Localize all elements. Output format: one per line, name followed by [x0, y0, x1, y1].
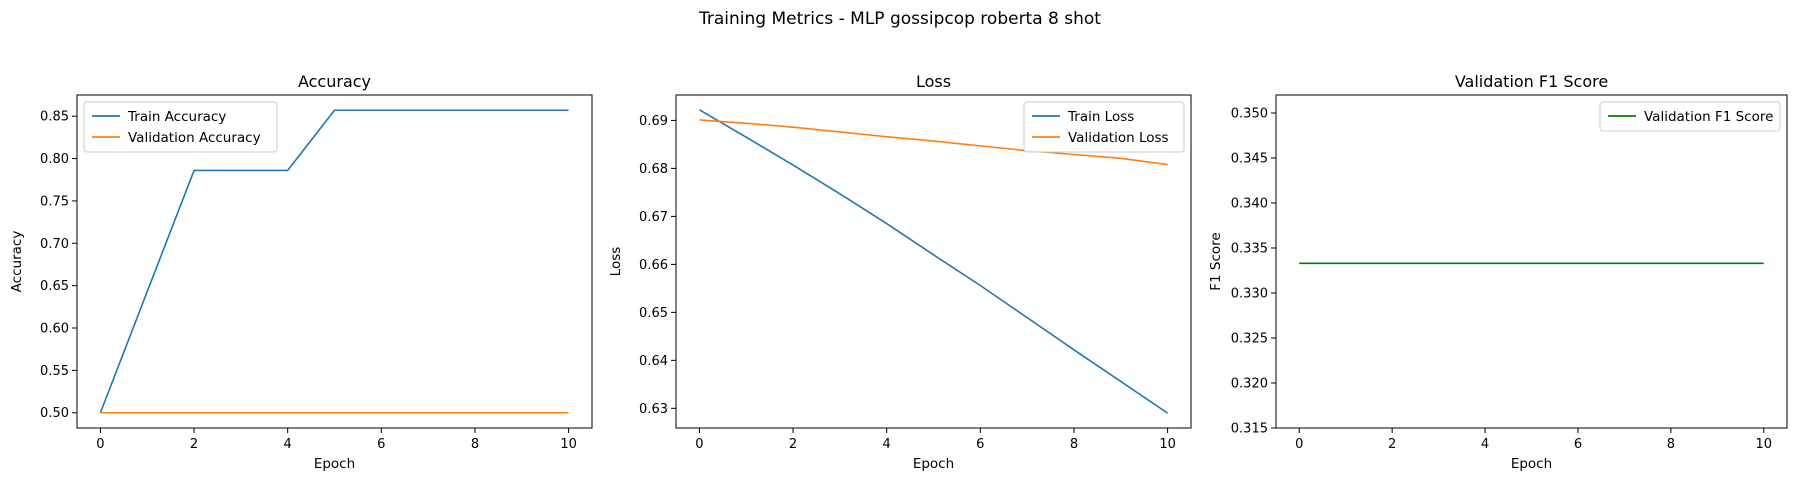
- y-tick-label: 0.69: [639, 114, 668, 129]
- series-line-1: [99, 109, 569, 414]
- series-line-1: [699, 109, 1169, 414]
- x-tick-label: 4: [1481, 437, 1489, 452]
- x-tick-label: 2: [190, 437, 198, 452]
- x-tick-label: 2: [1388, 437, 1396, 452]
- x-tick-label: 8: [1667, 437, 1675, 452]
- y-tick-label: 0.60: [40, 322, 69, 337]
- y-tick-label: 0.335: [1231, 242, 1268, 257]
- legend-label: Validation F1 Score: [1644, 109, 1773, 125]
- y-tick-label: 0.65: [40, 279, 69, 294]
- legend-box: [1599, 101, 1781, 132]
- x-tick-label: 10: [1159, 437, 1176, 452]
- x-tick-label: 10: [560, 437, 577, 452]
- figure-title: Training Metrics - MLP gossipcop roberta…: [698, 9, 1101, 29]
- chart-2: Loss 0 2 4 6 8 10 0.63 0.64 0.65 0.66 0.67 0.68 0.69 E…: [608, 72, 1192, 472]
- y-tick-label: 0.80: [40, 152, 69, 167]
- x-axis-label: Epoch: [1511, 456, 1552, 472]
- y-tick-label: 0.350: [1231, 107, 1268, 122]
- legend-box: [1023, 101, 1185, 153]
- legend-label: Validation Accuracy: [128, 130, 261, 146]
- legend: Train Accuracy Validation Accuracy: [83, 101, 278, 153]
- plot-frame: [675, 94, 1192, 429]
- x-tick-label: 4: [883, 437, 891, 452]
- x-axis-label: Epoch: [314, 456, 355, 472]
- y-tick-label: 0.325: [1231, 332, 1268, 347]
- x-tick-label: 0: [695, 437, 703, 452]
- y-tick-label: 0.66: [639, 258, 668, 273]
- chart-title: Loss: [916, 72, 951, 91]
- y-tick-label: 0.320: [1231, 377, 1268, 392]
- chart-1: Accuracy 0 2 4 6 8 10 0.50 0.55 0.60 0.65 0.70 0.75 0…: [9, 72, 593, 472]
- x-tick-label: 6: [1574, 437, 1582, 452]
- legend-label: Train Accuracy: [127, 109, 226, 125]
- x-tick-label: 4: [284, 437, 292, 452]
- x-tick-label: 0: [1295, 437, 1303, 452]
- series-line-2: [699, 119, 1168, 166]
- x-axis-label: Epoch: [913, 456, 954, 472]
- y-axis-label: Loss: [608, 247, 624, 277]
- y-tick-label: 0.63: [639, 402, 668, 417]
- y-tick-label: 0.55: [40, 364, 69, 379]
- y-tick-label: 0.50: [40, 406, 69, 421]
- y-tick-label: 0.85: [40, 110, 69, 125]
- plot-frame: [1275, 94, 1788, 429]
- legend-label: Train Loss: [1067, 109, 1134, 125]
- y-axis-label: Accuracy: [9, 231, 25, 293]
- y-tick-label: 0.315: [1231, 422, 1268, 437]
- x-tick-label: 6: [976, 437, 984, 452]
- x-tick-label: 8: [471, 437, 479, 452]
- plot-frame: [76, 94, 593, 429]
- y-tick-label: 0.70: [40, 237, 69, 252]
- y-axis-label: F1 Score: [1208, 232, 1224, 290]
- chart-3: Validation F1 Score 0 2 4 6 8 10 0.315 0.320 0.32…: [1208, 72, 1788, 472]
- x-tick-label: 2: [789, 437, 797, 452]
- x-tick-label: 0: [96, 437, 104, 452]
- legend-label: Validation Loss: [1068, 130, 1169, 146]
- y-tick-label: 0.64: [639, 354, 668, 369]
- y-tick-label: 0.68: [639, 162, 668, 177]
- x-tick-label: 8: [1070, 437, 1078, 452]
- legend: Train Loss Validation Loss: [1023, 101, 1185, 153]
- legend-box: [83, 101, 278, 153]
- x-tick-label: 10: [1755, 437, 1772, 452]
- chart-title: Validation F1 Score: [1455, 72, 1608, 91]
- legend: Validation F1 Score: [1599, 101, 1781, 132]
- y-tick-label: 0.340: [1231, 197, 1268, 212]
- chart-title: Accuracy: [298, 72, 371, 91]
- y-tick-label: 0.65: [639, 306, 668, 321]
- y-tick-label: 0.67: [639, 210, 668, 225]
- y-tick-label: 0.75: [40, 194, 69, 209]
- y-tick-label: 0.330: [1231, 287, 1268, 302]
- y-tick-label: 0.345: [1231, 152, 1268, 167]
- x-tick-label: 6: [377, 437, 385, 452]
